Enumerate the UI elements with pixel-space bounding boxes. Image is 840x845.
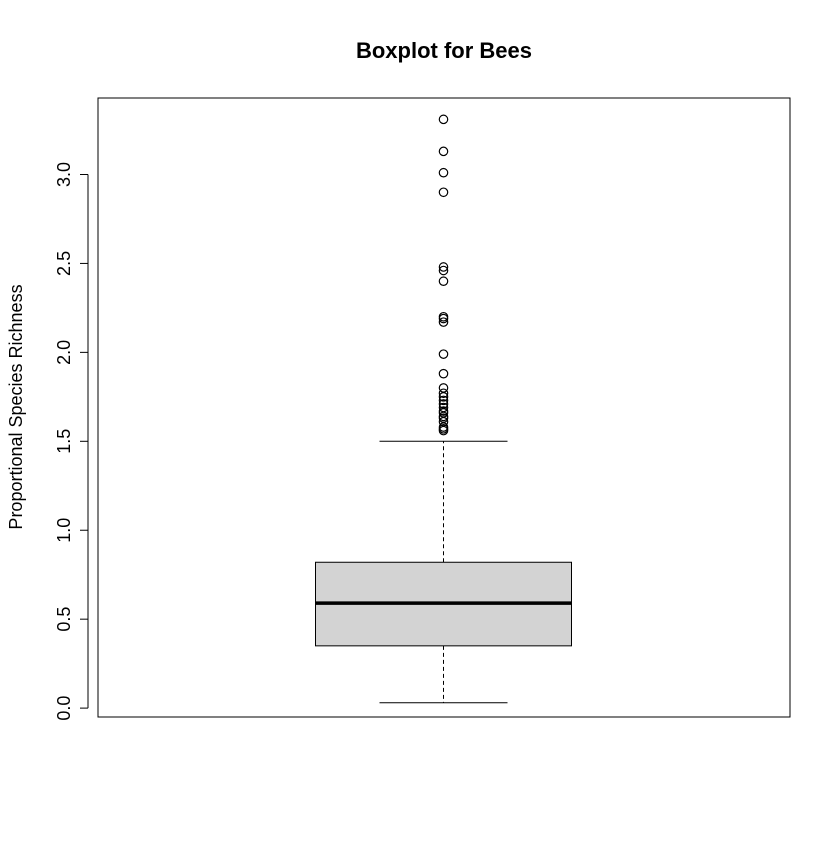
outlier-point <box>438 311 449 322</box>
outlier-point <box>438 383 449 393</box>
chart-title: Boxplot for Bees <box>356 38 532 63</box>
y-tick-label: 1.0 <box>54 518 74 543</box>
outlier-point <box>438 187 449 198</box>
outlier-point <box>438 388 449 399</box>
outlier-point <box>438 349 449 359</box>
outlier-layer <box>438 114 449 436</box>
outlier-point <box>438 262 449 272</box>
outlier-point <box>438 114 449 125</box>
y-tick-label: 0.5 <box>54 607 74 632</box>
plot-frame <box>97 97 791 718</box>
y-tick-label: 2.5 <box>54 251 74 276</box>
outlier-point <box>438 368 449 379</box>
outlier-point <box>438 395 449 406</box>
box-layer <box>315 440 572 704</box>
outlier-point <box>438 167 449 178</box>
y-tick-label: 1.5 <box>54 429 74 454</box>
outlier-point <box>438 276 449 287</box>
y-tick-label: 2.0 <box>54 340 74 365</box>
outlier-point <box>438 402 449 413</box>
y-tick-label: 0.0 <box>54 696 74 721</box>
outlier-point <box>438 399 449 409</box>
y-tick-label: 3.0 <box>54 162 74 187</box>
outlier-point <box>438 406 449 416</box>
outlier-point <box>438 317 449 327</box>
outlier-point <box>438 146 449 157</box>
y-axis-label: Proportional Species Richness <box>6 284 26 529</box>
y-axis: 0.0 0.5 1.0 1.5 2.0 2.5 3.0 <box>54 162 89 721</box>
outlier-point <box>438 265 449 276</box>
